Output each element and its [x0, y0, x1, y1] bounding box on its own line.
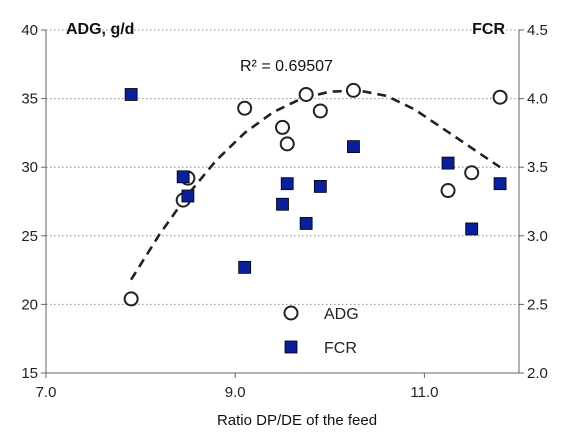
fcr-point: [493, 177, 507, 191]
y-right-tick-label: 2.0: [527, 365, 548, 382]
trendline-adg: [129, 89, 501, 281]
adg-point: [123, 291, 139, 307]
adg-point: [464, 165, 480, 181]
adg-point: [298, 86, 314, 102]
fcr-point: [276, 197, 289, 211]
x-tick-label: 11.0: [410, 384, 438, 401]
adg-point: [279, 136, 295, 152]
y-right-tick-label: 4.5: [527, 22, 548, 39]
adg-point: [345, 82, 361, 98]
y-left-tick-label: 35: [21, 91, 38, 108]
fcr-point: [280, 177, 294, 191]
legend-adg-marker: [283, 305, 299, 321]
y-left-tick-label: 15: [21, 365, 38, 382]
x-tick-label: 9.0: [225, 384, 246, 401]
fcr-point: [441, 156, 455, 170]
x-tick-label: 7.0: [36, 384, 57, 401]
y-right-tick-label: 3.0: [527, 228, 548, 245]
fcr-point: [299, 217, 313, 230]
fcr-point: [238, 260, 252, 274]
adg-point: [237, 100, 253, 116]
y-right-axis-title: FCR: [472, 21, 505, 38]
y-right-tick-label: 3.5: [527, 159, 548, 176]
fcr-point: [465, 222, 479, 236]
adg-point: [312, 103, 328, 119]
adg-point: [492, 89, 508, 105]
legend-fcr-marker: [284, 340, 298, 354]
y-left-tick-label: 30: [21, 159, 38, 176]
trendline-layer: [129, 89, 501, 281]
adg-point: [440, 183, 456, 199]
r-squared-label: R² = 0.69507: [240, 58, 333, 75]
y-right-tick-label: 2.5: [527, 296, 548, 313]
y-left-tick-label: 25: [21, 228, 38, 245]
y-left-axis-title: ADG, g/d: [66, 21, 134, 38]
y-left-tick-label: 20: [21, 296, 38, 313]
axes-layer: 15 20 25 30 35 40 2.0 2.5 3.0 3.5 4.0 4.5 7.0 9.0 11.0: [21, 22, 548, 401]
adg-point: [275, 119, 290, 135]
legend-adg-label: ADG: [324, 306, 359, 323]
legend-fcr-label: FCR: [324, 340, 357, 357]
fcr-point: [124, 88, 138, 101]
legend: ADG FCR: [283, 305, 359, 357]
fcr-point: [176, 170, 190, 184]
fcr-point: [181, 189, 195, 203]
x-axis-title: Ratio DP/DE of the feed: [217, 412, 377, 429]
fcr-point: [347, 140, 360, 154]
grid-layer: [46, 29, 519, 305]
y-right-tick-label: 4.0: [527, 91, 548, 108]
fcr-point: [313, 180, 327, 193]
points-layer: [123, 82, 508, 307]
y-left-tick-label: 40: [21, 22, 38, 39]
